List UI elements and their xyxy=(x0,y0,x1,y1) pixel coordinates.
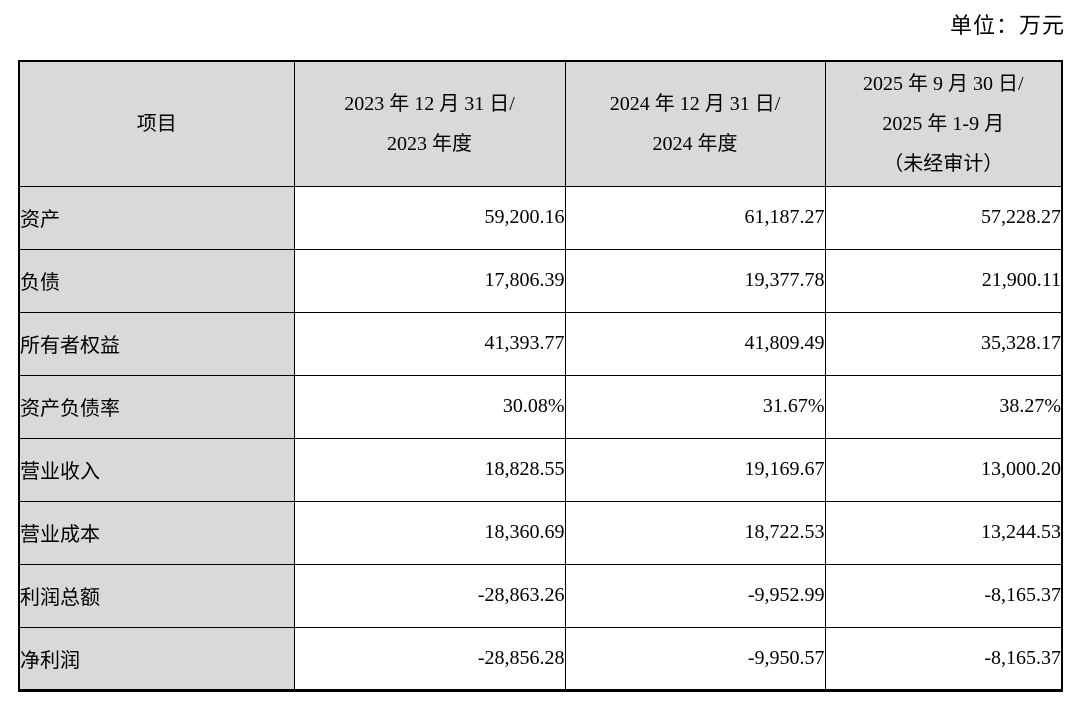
unit-label: 单位：万元 xyxy=(949,13,1065,38)
header-line: 项目 xyxy=(136,112,177,135)
header-2023-column: 2023 年 12 月 31 日/ 2023 年度 xyxy=(293,60,566,187)
cell-value: 19,377.78 xyxy=(564,248,826,313)
header-2024-column: 2024 年 12 月 31 日/ 2024 年度 xyxy=(564,60,826,187)
row-label: 营业收入 xyxy=(18,437,295,502)
cell-value: 18,360.69 xyxy=(293,500,566,565)
cell-value: 41,393.77 xyxy=(293,311,566,376)
cell-value: 18,722.53 xyxy=(564,500,826,565)
header-line: 2023 年度 xyxy=(387,132,472,155)
header-line: 2025 年 1-9 月 xyxy=(882,112,1005,135)
cell-value: 59,200.16 xyxy=(293,185,566,250)
cell-value: -9,952.99 xyxy=(564,563,826,628)
row-label: 利润总额 xyxy=(18,563,295,628)
cell-value: 41,809.49 xyxy=(564,311,826,376)
cell-value: -9,950.57 xyxy=(564,626,826,691)
cell-value: 18,828.55 xyxy=(293,437,566,502)
header-row: 项目 2023 年 12 月 31 日/ 2023 年度 2024 年 12 月… xyxy=(18,60,1063,187)
cell-value: -8,165.37 xyxy=(824,626,1063,691)
row-label: 所有者权益 xyxy=(18,311,295,376)
cell-value: 30.08% xyxy=(293,374,566,439)
cell-value: 35,328.17 xyxy=(824,311,1063,376)
row-label: 资产负债率 xyxy=(18,374,295,439)
table-row-assets: 资产 59,200.16 61,187.27 57,228.27 xyxy=(18,185,1063,250)
cell-value: 19,169.67 xyxy=(564,437,826,502)
cell-value: 31.67% xyxy=(564,374,826,439)
cell-value: 13,000.20 xyxy=(824,437,1063,502)
cell-value: -28,856.28 xyxy=(293,626,566,691)
cell-value: -8,165.37 xyxy=(824,563,1063,628)
cell-value: 61,187.27 xyxy=(564,185,826,250)
table-row-liabilities: 负债 17,806.39 19,377.78 21,900.11 xyxy=(18,248,1063,313)
header-item-column: 项目 xyxy=(18,60,295,187)
row-label: 负债 xyxy=(18,248,295,313)
row-label: 资产 xyxy=(18,185,295,250)
header-line: 2024 年度 xyxy=(652,132,738,155)
table-row-operating-revenue: 营业收入 18,828.55 19,169.67 13,000.20 xyxy=(18,437,1063,502)
cell-value: 21,900.11 xyxy=(824,248,1063,313)
financial-summary-table: 项目 2023 年 12 月 31 日/ 2023 年度 2024 年 12 月… xyxy=(18,60,1063,692)
cell-value: -28,863.26 xyxy=(293,563,566,628)
table-row-net-profit: 净利润 -28,856.28 -9,950.57 -8,165.37 xyxy=(18,626,1063,691)
header-line: （未经审计） xyxy=(883,152,1004,175)
header-line: 2023 年 12 月 31 日/ xyxy=(344,92,515,115)
table-row-operating-cost: 营业成本 18,360.69 18,722.53 13,244.53 xyxy=(18,500,1063,565)
table-row-debt-ratio: 资产负债率 30.08% 31.67% 38.27% xyxy=(18,374,1063,439)
row-label: 营业成本 xyxy=(18,500,295,565)
cell-value: 13,244.53 xyxy=(824,500,1063,565)
header-line: 2025 年 9 月 30 日/ xyxy=(862,72,1024,95)
header-line: 2024 年 12 月 31 日/ xyxy=(609,92,781,115)
cell-value: 38.27% xyxy=(824,374,1063,439)
cell-value: 17,806.39 xyxy=(293,248,566,313)
table-row-total-profit: 利润总额 -28,863.26 -9,952.99 -8,165.37 xyxy=(18,563,1063,628)
row-label: 净利润 xyxy=(18,626,295,691)
header-2025-column: 2025 年 9 月 30 日/ 2025 年 1-9 月 （未经审计） xyxy=(824,60,1063,187)
cell-value: 57,228.27 xyxy=(824,185,1063,250)
table-row-owners-equity: 所有者权益 41,393.77 41,809.49 35,328.17 xyxy=(18,311,1063,376)
